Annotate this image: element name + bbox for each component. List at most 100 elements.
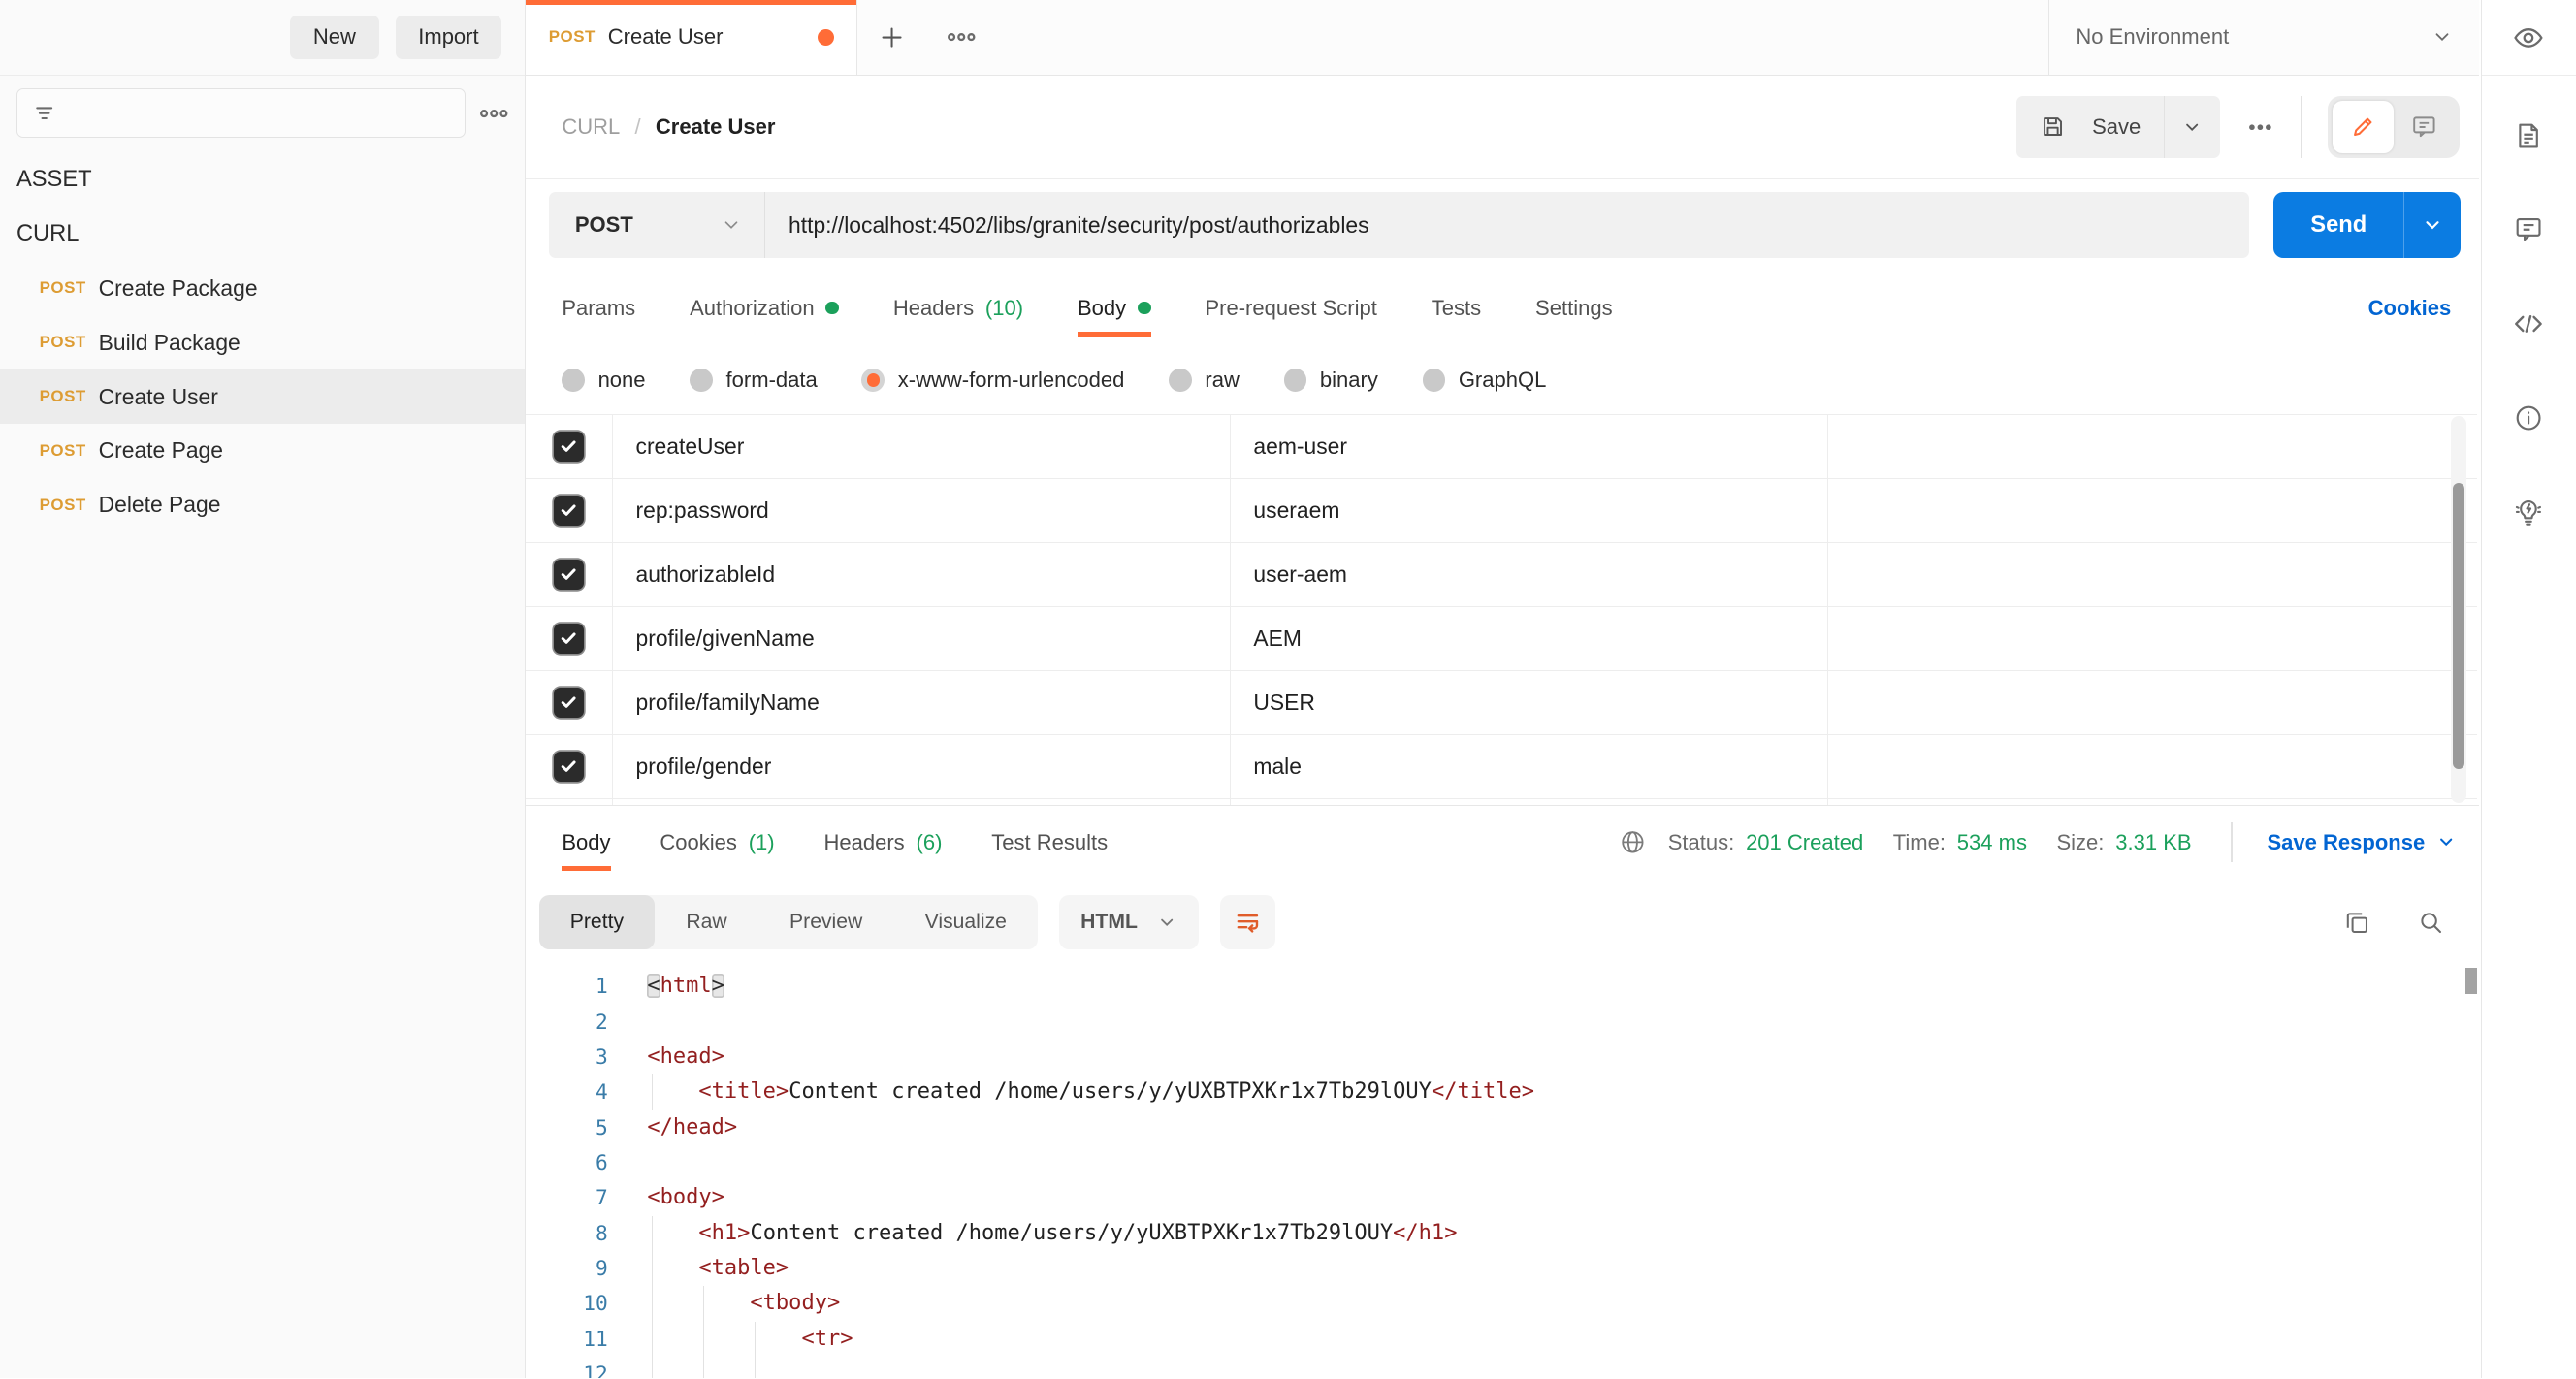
document-sidebar-button[interactable] <box>2513 120 2544 151</box>
body-mode-graphql[interactable]: GraphQL <box>1422 368 1546 393</box>
save-options-button[interactable] <box>2163 95 2220 158</box>
checkbox-checked[interactable] <box>554 432 584 462</box>
sidebar-section-asset[interactable]: ASSET <box>0 153 525 208</box>
breadcrumb-request-name[interactable]: Create User <box>655 113 776 139</box>
body-mode-form-data[interactable]: form-data <box>690 368 818 393</box>
response-tab-test-results[interactable]: Test Results <box>991 814 1108 871</box>
response-body-viewer[interactable]: 1 <html> 2 3 <head> 4 <title>Content created … <box>526 962 2452 1379</box>
radio-icon[interactable] <box>690 369 713 392</box>
sidebar-item-create-page[interactable]: POST Create Page <box>0 424 525 478</box>
request-tab-tests[interactable]: Tests <box>1432 279 1481 337</box>
breadcrumb-collection[interactable]: CURL <box>562 113 621 139</box>
url-input[interactable] <box>765 192 2249 258</box>
new-button[interactable]: New <box>290 15 379 60</box>
send-button[interactable]: Send <box>2310 211 2367 238</box>
request-tab-body[interactable]: Body <box>1077 279 1151 337</box>
radio-selected-icon[interactable] <box>861 369 886 392</box>
view-tab-preview[interactable]: Preview <box>789 911 863 934</box>
checkbox-checked[interactable] <box>554 624 584 654</box>
tab-create-user[interactable]: POST Create User <box>526 0 858 75</box>
request-tab-pre-request-script[interactable]: Pre-request Script <box>1205 279 1376 337</box>
param-description[interactable] <box>1828 479 2477 542</box>
sidebar-item-create-user[interactable]: POST Create User <box>0 369 526 424</box>
collection-filter-input[interactable] <box>16 88 467 139</box>
save-response-button[interactable]: Save Response <box>2267 830 2456 855</box>
param-value[interactable]: male <box>1231 735 1829 799</box>
copy-response-button[interactable] <box>2343 909 2371 937</box>
param-description[interactable] <box>1828 671 2477 734</box>
size-value[interactable]: 3.31 KB <box>2115 829 2192 854</box>
radio-icon[interactable] <box>562 369 586 392</box>
param-value[interactable]: useraem <box>1231 478 1829 542</box>
param-key[interactable]: createUser <box>613 414 1231 478</box>
request-tab-authorization[interactable]: Authorization <box>690 279 839 337</box>
param-description[interactable] <box>1828 735 2477 798</box>
wrap-lines-button[interactable] <box>1219 895 1276 950</box>
response-tab-headers[interactable]: Headers (6) <box>823 814 942 871</box>
send-options-button[interactable] <box>2403 192 2461 258</box>
checkbox-checked[interactable] <box>554 688 584 718</box>
body-mode-x-www-form-urlencoded[interactable]: x-www-form-urlencoded <box>861 368 1124 393</box>
param-key[interactable]: authorizableId <box>613 542 1231 606</box>
scrollbar-thumb[interactable] <box>2464 967 2477 994</box>
sidebar-item-create-package[interactable]: POST Create Package <box>0 261 525 315</box>
param-value[interactable] <box>1231 799 1829 805</box>
method-selector[interactable]: POST <box>549 192 766 258</box>
time-value[interactable]: 534 ms <box>1956 829 2027 854</box>
view-tab-raw[interactable]: Raw <box>686 911 727 934</box>
format-selector[interactable]: HTML <box>1059 895 1199 950</box>
view-tab-pretty[interactable]: Pretty <box>538 895 656 950</box>
sidebar-item-build-package[interactable]: POST Build Package <box>0 315 525 369</box>
response-scrollbar[interactable] <box>2463 957 2480 1379</box>
cookies-link[interactable]: Cookies <box>2367 295 2452 320</box>
search-response-button[interactable] <box>2417 909 2445 937</box>
lightbulb-sidebar-button[interactable] <box>2512 496 2545 529</box>
radio-icon[interactable] <box>1422 369 1446 392</box>
checkbox-checked[interactable] <box>554 752 584 782</box>
sidebar-section-curl[interactable]: CURL <box>0 207 525 261</box>
environment-quicklook-button[interactable] <box>2512 21 2545 54</box>
param-key[interactable]: rep:password <box>613 478 1231 542</box>
request-tab-settings[interactable]: Settings <box>1535 279 1613 337</box>
param-key[interactable] <box>613 799 1231 805</box>
view-tab-visualize[interactable]: Visualize <box>924 911 1007 934</box>
param-description[interactable] <box>1828 607 2477 670</box>
param-value[interactable]: USER <box>1231 671 1829 735</box>
body-mode-none[interactable]: none <box>562 368 646 393</box>
info-sidebar-button[interactable] <box>2513 402 2544 433</box>
params-scrollbar[interactable] <box>2451 415 2466 804</box>
import-button[interactable]: Import <box>395 15 502 60</box>
checkbox-checked[interactable] <box>554 496 584 526</box>
request-tab-params[interactable]: Params <box>562 279 635 337</box>
sidebar-more-icon[interactable] <box>479 109 508 118</box>
status-value[interactable]: 201 Created <box>1746 829 1864 854</box>
response-tab-cookies[interactable]: Cookies (1) <box>660 814 774 871</box>
scrollbar-thumb[interactable] <box>2453 482 2464 769</box>
sidebar-item-delete-page[interactable]: POST Delete Page <box>0 478 525 532</box>
param-value[interactable]: user-aem <box>1231 542 1829 606</box>
param-description[interactable] <box>1828 415 2477 478</box>
request-tab-headers[interactable]: Headers (10) <box>893 279 1023 337</box>
checkbox-checked[interactable] <box>554 560 584 590</box>
code-sidebar-button[interactable] <box>2512 307 2545 340</box>
environment-selector[interactable]: No Environment <box>2048 0 2479 75</box>
comment-sidebar-button[interactable] <box>2513 213 2544 244</box>
request-more-actions-button[interactable] <box>2246 123 2274 131</box>
body-mode-raw[interactable]: raw <box>1169 368 1240 393</box>
param-value[interactable]: aem-user <box>1231 414 1829 478</box>
radio-icon[interactable] <box>1169 369 1192 392</box>
param-key[interactable]: profile/gender <box>613 735 1231 799</box>
edit-mode-button[interactable] <box>2333 100 2395 153</box>
body-mode-binary[interactable]: binary <box>1283 368 1378 393</box>
save-button[interactable]: Save <box>2016 96 2164 158</box>
tab-options-button[interactable] <box>926 0 995 75</box>
param-key[interactable]: profile/familyName <box>613 671 1231 735</box>
line-content: <html> <box>647 969 724 1004</box>
new-tab-button[interactable] <box>857 0 926 75</box>
radio-icon[interactable] <box>1283 369 1307 392</box>
comments-button[interactable] <box>2394 101 2455 153</box>
param-value[interactable]: AEM <box>1231 607 1829 671</box>
response-tab-body[interactable]: Body <box>562 814 611 872</box>
param-key[interactable]: profile/givenName <box>613 607 1231 671</box>
param-description[interactable] <box>1828 543 2477 606</box>
